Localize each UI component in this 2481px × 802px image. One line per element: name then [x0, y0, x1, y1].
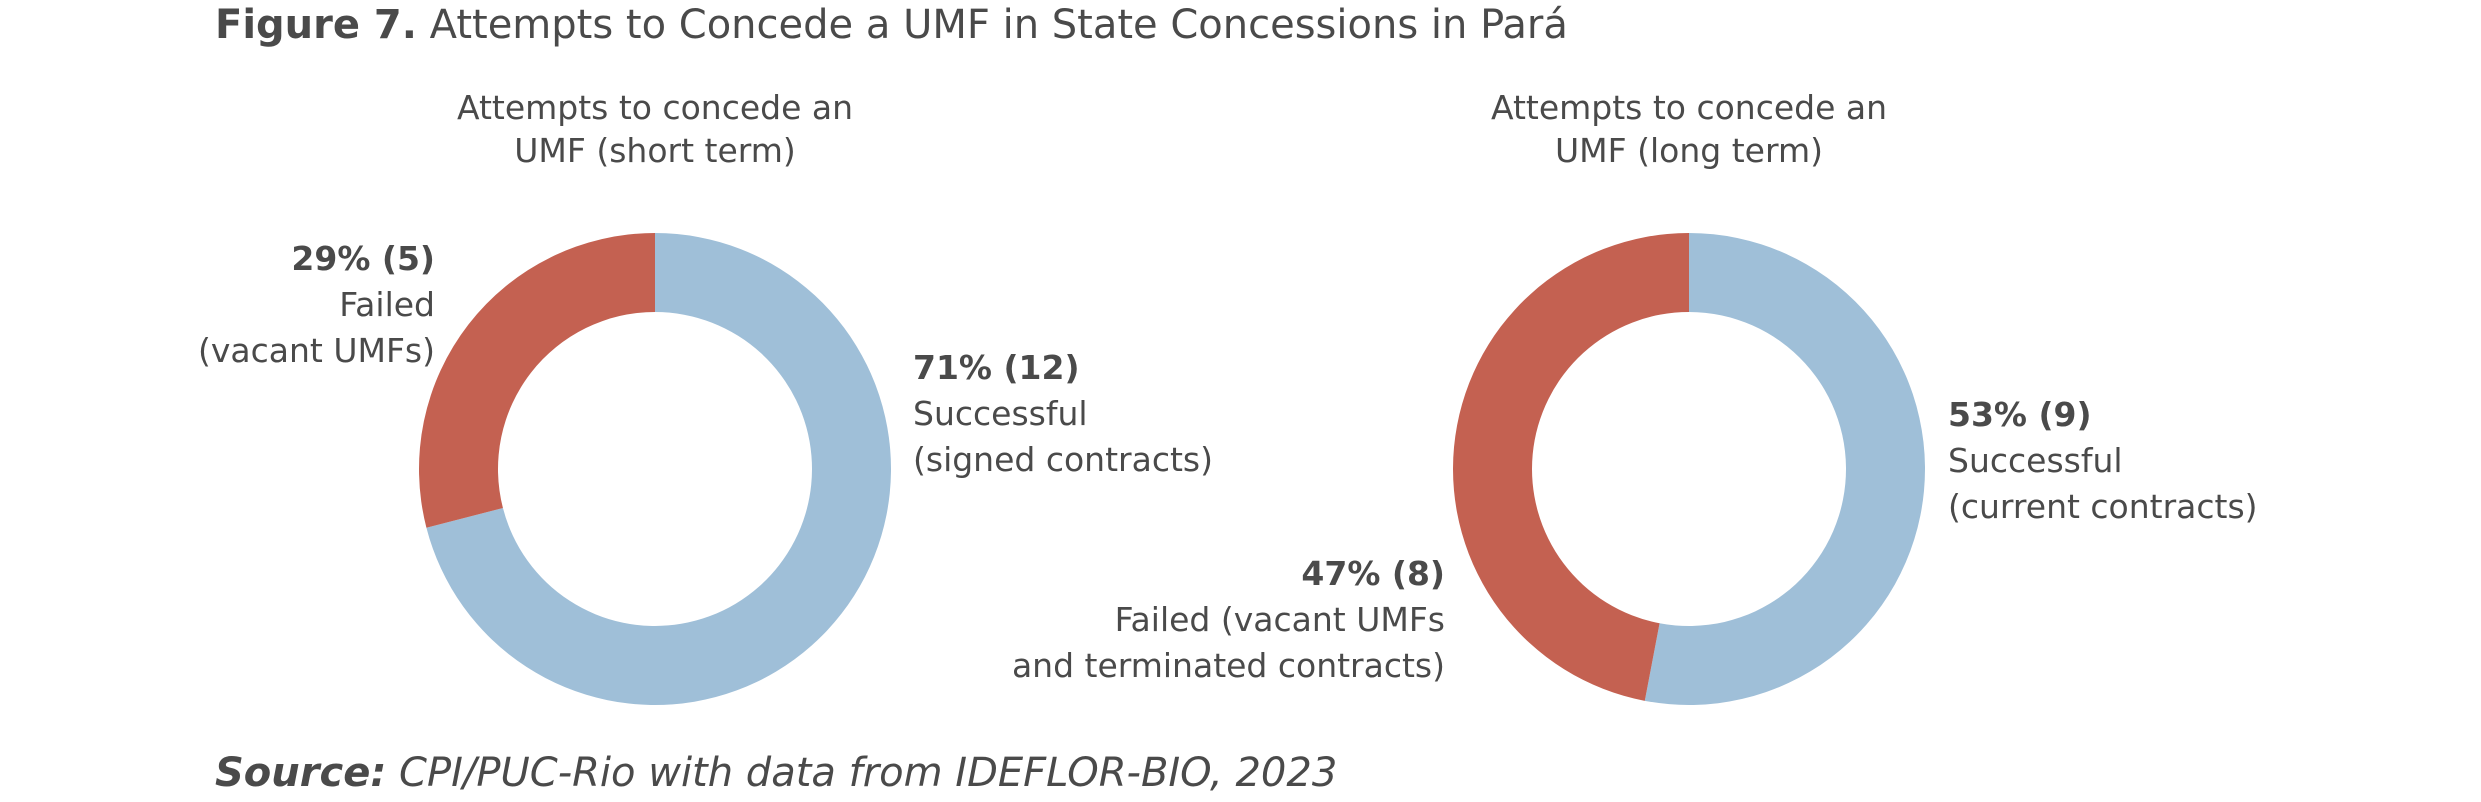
chart-2-title: Attempts to concede an UMF (long term): [1389, 86, 1989, 172]
chart-1-title: Attempts to concede an UMF (short term): [355, 86, 955, 172]
chart-1-successful-line1: Successful: [913, 394, 1088, 433]
chart-2-title-line1: Attempts to concede an: [1490, 88, 1888, 127]
chart-2-title-line2: UMF (long term): [1555, 131, 1823, 170]
source-text: CPI/PUC-Rio with data from IDEFLOR-BIO, …: [386, 750, 1338, 796]
chart-2-successful-line2: (current contracts): [1948, 487, 2258, 526]
chart-1-title-line2: UMF (short term): [514, 131, 796, 170]
chart-2-failed-line1: Failed (vacant UMFs: [1114, 600, 1445, 639]
chart-2-failed-line2: and terminated contracts): [1011, 646, 1445, 685]
chart-1-successful-label: 71% (12) Successful (signed contracts): [913, 345, 1213, 483]
source-note: Source: CPI/PUC-Rio with data from IDEFL…: [215, 748, 1337, 798]
chart-2-successful-line1: Successful: [1948, 441, 2123, 480]
donut-1-slice-successful: [426, 233, 891, 705]
figure-label: Figure 7.: [215, 2, 417, 48]
donut-2-slice-failed: [1453, 233, 1689, 701]
figure-title-text: Attempts to Concede a UMF in State Conce…: [429, 2, 1568, 48]
chart-2-failed-label: 47% (8) Failed (vacant UMFs and terminat…: [945, 551, 1445, 689]
chart-1-failed-label: 29% (5) Failed (vacant UMFs): [135, 236, 435, 374]
chart-1-failed-line2: (vacant UMFs): [197, 331, 435, 370]
chart-1-successful-line2: (signed contracts): [913, 440, 1213, 479]
chart-1-failed-line1: Failed: [339, 285, 435, 324]
chart-1-failed-value: 29% (5): [291, 239, 435, 278]
chart-2-failed-value: 47% (8): [1301, 554, 1445, 593]
source-label: Source:: [215, 750, 387, 796]
chart-1-title-line1: Attempts to concede an: [456, 88, 854, 127]
donut-1-slice-failed: [419, 233, 655, 528]
donut-chart-long-term: [1453, 233, 1926, 705]
figure-title: Figure 7. Attempts to Concede a UMF in S…: [215, 0, 1568, 50]
chart-2-successful-label: 53% (9) Successful (current contracts): [1948, 392, 2258, 530]
donut-chart-short-term: [419, 233, 891, 705]
donut-2-slice-successful: [1644, 233, 1926, 705]
chart-2-successful-value: 53% (9): [1948, 395, 2092, 434]
chart-1-successful-value: 71% (12): [913, 348, 1080, 387]
